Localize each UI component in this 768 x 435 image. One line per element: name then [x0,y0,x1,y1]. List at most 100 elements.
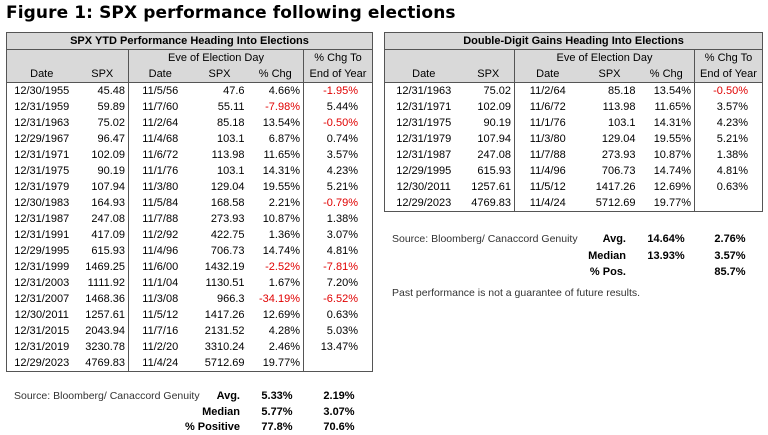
cell-eve-spx: 273.93 [210,213,245,225]
stat-positive-eoy: 70.6% [323,421,355,433]
stat-avg-chg: 5.33% [261,390,293,402]
cell-pct-chg: -2.52% [265,261,300,273]
stat-median-eoy: 3.07% [323,406,355,418]
cell-date: 12/30/1983 [6,195,77,211]
table-row: 12/31/1991 417.09 11/2/92 422.75 1.36% 3.07% [6,227,373,243]
cell-eve-date: 11/7/16 [128,323,192,339]
cell-end-of-year [303,355,373,372]
cell-end-of-year: 3.07% [303,227,373,243]
col-header-date: Date [384,66,463,83]
cell-end-of-year: 5.03% [303,323,373,339]
col-header-end-of-year: End of Year [694,66,763,83]
source-note: Source: Bloomberg/ Canaccord Genuity [14,390,200,402]
cell-date: 12/31/1963 [6,115,77,131]
col-header-eve-date: Date [128,66,192,83]
source-note: Source: Bloomberg/ Canaccord Genuity [392,233,578,245]
cell-eve-spx: 113.98 [211,149,245,161]
cell-end-of-year [694,195,763,212]
cell-spx: 3230.78 [85,341,125,353]
table-row: 12/29/1995 615.93 11/4/96 706.73 14.74% 4.81% [384,163,763,179]
cell-eve-spx: 3310.24 [204,341,245,353]
cell-date: 12/31/1991 [6,227,77,243]
cell-eve-date: 11/4/24 [514,195,581,212]
cell-eve-spx: 2131.52 [204,325,245,337]
cell-end-of-year: 1.38% [694,147,763,163]
stat-label-positive: % Positive [184,421,240,433]
cell-eve-date: 11/7/60 [128,99,192,115]
cell-eve-date: 11/4/68 [128,131,192,147]
cell-pct-chg: 2.46% [268,341,300,353]
spx-ytd-table: SPX YTD Performance Heading Into Electio… [6,32,373,372]
stat-median-eoy: 3.57% [714,250,746,262]
cell-date: 12/31/1979 [384,131,463,147]
cell-pct-chg: 2.21% [268,197,300,209]
cell-date: 12/31/2003 [6,275,77,291]
table-row: 12/31/1999 1469.25 11/6/00 1432.19 -2.52% -7.… [6,259,373,275]
cell-spx: 2043.94 [85,325,125,337]
cell-date: 12/31/1987 [384,147,463,163]
stat-positive-chg: 77.8% [261,421,293,433]
cell-pct-chg: 4.28% [268,325,300,337]
cell-eve-spx: 55.11 [217,101,245,113]
cell-end-of-year: 13.47% [303,339,373,355]
cell-date: 12/31/1979 [6,179,77,195]
cell-pct-chg: 13.54% [262,117,300,129]
cell-end-of-year: 3.57% [303,147,373,163]
col-header-eve-spx: SPX [580,66,639,83]
cell-eve-date: 11/2/64 [128,115,192,131]
cell-date: 12/30/2011 [6,307,77,323]
cell-date: 12/31/1975 [384,115,463,131]
group-header-chg: % Chg To [694,49,763,66]
cell-eve-date: 11/3/80 [128,179,192,195]
stat-avg-eoy: 2.19% [323,390,355,402]
cell-eve-date: 11/5/84 [128,195,192,211]
stat-avg-chg: 14.64% [647,233,685,245]
table-row: 12/31/1975 90.19 11/1/76 103.1 14.31% 4.23% [6,163,373,179]
cell-spx: 102.09 [91,149,125,161]
cell-date: 12/29/1967 [6,131,77,147]
table-row: 12/30/2011 1257.61 11/5/12 1417.26 12.69% 0.6… [384,179,763,195]
cell-eve-spx: 85.18 [216,117,245,129]
cell-eve-spx: 47.6 [223,85,245,97]
cell-eve-date: 11/4/96 [514,163,581,179]
table-row: 12/31/1959 59.89 11/7/60 55.11 -7.98% 5.44% [6,99,373,115]
col-header-eve-spx: SPX [191,66,248,83]
group-header-eve: Eve of Election Day [128,49,304,66]
stat-label-median: Median [202,406,240,418]
cell-date: 12/31/2019 [6,339,77,355]
table-row: 12/31/1979 107.94 11/3/80 129.04 19.55% 5.21% [384,131,763,147]
cell-spx: 1468.36 [85,293,125,305]
cell-eve-spx: 103.1 [216,165,245,177]
cell-end-of-year: 4.23% [303,163,373,179]
cell-end-of-year: 4.23% [694,115,763,131]
cell-eve-date: 11/7/88 [128,211,192,227]
table-row: 12/31/1963 75.02 11/2/64 85.18 13.54% -0.50% [384,82,763,99]
cell-spx: 4769.83 [76,355,129,372]
cell-spx: 75.02 [483,85,511,97]
cell-pct-chg: 14.74% [653,165,691,177]
cell-date: 12/31/1971 [384,99,463,115]
cell-pct-chg: 10.87% [653,149,691,161]
cell-end-of-year: 5.44% [303,99,373,115]
cell-eve-spx: 1130.51 [205,277,245,289]
cell-eve-date: 11/4/96 [128,243,192,259]
cell-pct-chg: 12.69% [653,181,691,193]
cell-spx: 4769.83 [462,195,515,212]
table-row: 12/31/2019 3230.78 11/2/20 3310.24 2.46% 13.4… [6,339,373,355]
cell-spx: 59.89 [97,101,125,113]
cell-spx: 1257.61 [471,181,511,193]
cell-spx: 615.93 [477,165,511,177]
table-row: 12/31/1971 102.09 11/6/72 113.98 11.65% 3.57% [6,147,373,163]
cell-eve-spx: 103.1 [216,133,245,145]
table-title: SPX YTD Performance Heading Into Electio… [6,32,373,50]
cell-eve-date: 11/4/24 [128,355,192,372]
table-row: 12/29/1967 96.47 11/4/68 103.1 6.87% 0.74% [6,131,373,147]
cell-eve-spx: 5712.69 [580,195,639,212]
cell-date: 12/29/2023 [384,195,463,212]
cell-pct-chg: 13.54% [653,85,691,97]
table-row: 12/31/2003 1111.92 11/1/04 1130.51 1.67% 7.20… [6,275,373,291]
cell-spx: 45.48 [97,85,125,97]
stat-positive-eoy: 85.7% [714,266,746,278]
cell-spx: 90.19 [97,165,125,177]
stat-median-chg: 13.93% [647,250,685,262]
